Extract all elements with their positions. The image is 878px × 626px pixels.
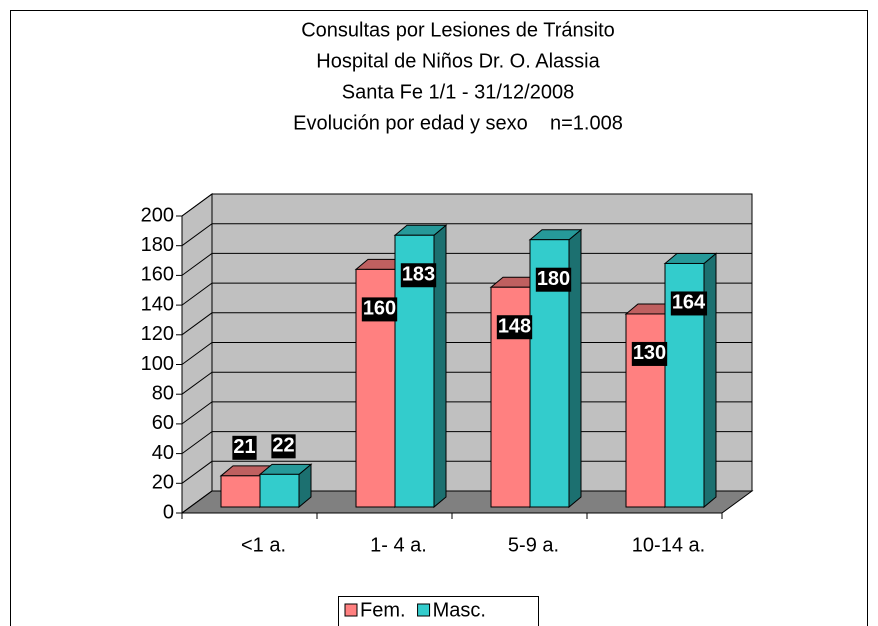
legend-label: Masc. bbox=[433, 599, 486, 621]
value-label-box bbox=[400, 263, 437, 288]
value-label-box bbox=[361, 297, 398, 322]
value-label: 148 bbox=[498, 316, 531, 338]
value-label: 22 bbox=[272, 435, 294, 457]
legend-swatch bbox=[344, 603, 358, 617]
legend-swatch bbox=[417, 603, 431, 617]
value-label-box bbox=[535, 267, 572, 292]
x-tick-label: 1- 4 a. bbox=[370, 534, 427, 556]
y-tick-label: 80 bbox=[152, 382, 174, 404]
y-tick-label: 140 bbox=[141, 293, 174, 315]
value-label: 130 bbox=[633, 342, 666, 364]
bar bbox=[258, 463, 313, 509]
value-label-box bbox=[631, 341, 668, 366]
x-tick-label: 10-14 a. bbox=[632, 534, 705, 556]
y-tick-label: 0 bbox=[163, 501, 174, 523]
value-label: 164 bbox=[672, 292, 706, 314]
x-tick-label: <1 a. bbox=[241, 534, 286, 556]
value-label-box bbox=[232, 435, 257, 460]
y-tick-label: 40 bbox=[152, 442, 174, 464]
value-label: 160 bbox=[363, 298, 396, 320]
value-label: 21 bbox=[233, 436, 255, 458]
bar-front bbox=[259, 473, 300, 508]
title-line: Hospital de Niños Dr. O. Alassia bbox=[316, 50, 600, 72]
legend-box bbox=[338, 596, 539, 626]
y-tick-label: 160 bbox=[141, 264, 174, 286]
y-tick-label: 60 bbox=[152, 412, 174, 434]
grid-line bbox=[181, 223, 752, 247]
bar-front bbox=[220, 475, 261, 508]
x-tick-label: 5-9 a. bbox=[508, 534, 559, 556]
title-line: Consultas por Lesiones de Tránsito bbox=[301, 19, 615, 41]
y-tick-label: 100 bbox=[141, 353, 174, 375]
value-label-box bbox=[271, 434, 296, 459]
value-label-box bbox=[670, 291, 708, 316]
y-tick-label: 120 bbox=[141, 323, 174, 345]
title-line: Santa Fe 1/1 - 31/12/2008 bbox=[342, 81, 574, 103]
y-tick-label: 180 bbox=[141, 234, 174, 256]
value-label: 180 bbox=[537, 268, 570, 290]
value-label-box bbox=[496, 315, 533, 340]
title-line: Evolución por edad y sexo n=1.008 bbox=[293, 112, 623, 134]
title: Consultas por Lesiones de Tránsito Hospi… bbox=[293, 19, 623, 134]
y-tick-label: 20 bbox=[152, 472, 174, 494]
legend-label: Fem. bbox=[360, 599, 406, 621]
y-tick-label: 200 bbox=[141, 204, 174, 226]
grid-line bbox=[181, 193, 752, 217]
value-label: 183 bbox=[402, 264, 435, 286]
